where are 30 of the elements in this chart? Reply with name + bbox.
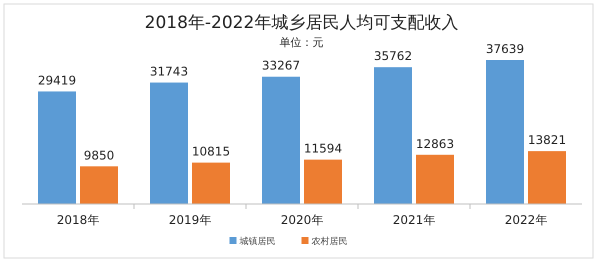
data-label: 9850	[84, 148, 114, 162]
bar	[528, 151, 566, 204]
data-label: 33267	[262, 58, 300, 73]
农村居民: 9850 10815 11594 12863 13821	[80, 133, 566, 204]
bar	[150, 82, 188, 204]
bar	[192, 162, 230, 204]
chart-title: 2018年-2022年城乡居民人均可支配收入	[144, 13, 458, 33]
data-label: 10815	[192, 144, 230, 159]
data-label: 12863	[416, 136, 454, 151]
bar	[416, 154, 454, 204]
data-label: 31743	[150, 64, 188, 79]
x-tick-label: 2018年	[56, 213, 100, 227]
legend-label: 农村居民	[312, 236, 348, 247]
bar	[262, 76, 300, 204]
bar	[304, 160, 342, 204]
x-tick-label: 2021年	[392, 213, 436, 227]
x-tick-label: 2020年	[280, 213, 324, 227]
data-label: 13821	[528, 133, 566, 148]
bar	[374, 67, 412, 204]
bar	[80, 166, 118, 204]
bar	[486, 60, 524, 204]
chart-subtitle: 单位：元	[280, 36, 324, 49]
x-tick-label: 2019年	[168, 213, 212, 227]
data-label: 29419	[38, 73, 76, 88]
data-label: 11594	[304, 142, 342, 156]
x-tick-label: 2022年	[504, 213, 548, 227]
data-label: 37639	[486, 42, 524, 56]
data-label: 35762	[374, 49, 412, 64]
bar	[38, 91, 76, 204]
legend-label: 城镇居民	[238, 236, 276, 247]
